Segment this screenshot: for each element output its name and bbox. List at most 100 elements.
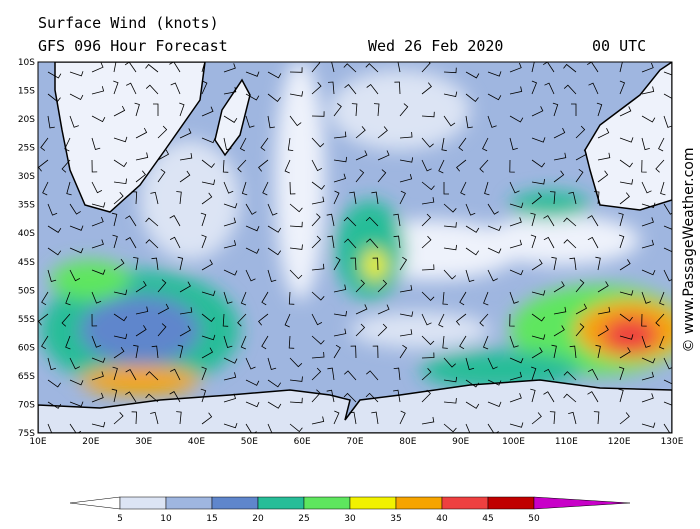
barb (91, 159, 98, 173)
barb (239, 137, 247, 152)
barb (421, 82, 432, 95)
barb (597, 152, 611, 161)
barb (343, 216, 357, 227)
barb (575, 323, 585, 337)
barb (261, 291, 269, 306)
barb (509, 371, 522, 381)
barb (261, 335, 269, 350)
lon-label: 80E (399, 437, 416, 447)
barb (311, 416, 325, 425)
barb (311, 137, 325, 148)
barb (113, 105, 126, 117)
barb (482, 137, 489, 152)
barb (135, 306, 149, 315)
barb (568, 191, 577, 205)
lat-label: 15S (18, 87, 35, 97)
barb (311, 235, 322, 249)
barb (47, 93, 61, 103)
lat-label: 55S (18, 315, 35, 325)
barb (65, 291, 71, 306)
barb (421, 213, 432, 227)
barb (663, 203, 672, 215)
barb (135, 152, 149, 161)
barb (552, 102, 559, 117)
barb (125, 391, 137, 403)
legend: 5 10 15 20 25 30 35 40 45 50 (69, 496, 631, 524)
barb (91, 335, 102, 348)
barb (571, 103, 577, 116)
barb (47, 203, 58, 216)
barb (170, 368, 181, 381)
barb (563, 63, 577, 73)
barb (531, 159, 546, 168)
barb (641, 269, 656, 276)
barb (200, 212, 207, 227)
legend-swatch (441, 496, 489, 510)
barb (641, 357, 656, 364)
barb (125, 368, 137, 381)
legend-swatch (119, 496, 167, 510)
barb (311, 313, 323, 326)
barb (399, 329, 413, 337)
barb (619, 334, 634, 340)
barb (663, 115, 672, 128)
barb (531, 334, 546, 340)
barb (113, 136, 128, 143)
lat-label: 35S (18, 201, 35, 211)
barb (113, 333, 128, 340)
barb (47, 71, 62, 79)
barb (169, 62, 181, 73)
legend-arrow-low (69, 496, 121, 510)
barb (201, 159, 215, 168)
barb (421, 389, 431, 403)
barb (531, 192, 542, 205)
barb (663, 423, 672, 433)
barb (223, 181, 234, 194)
barb (509, 86, 523, 95)
barb (267, 225, 282, 233)
barb (311, 263, 325, 271)
barb (658, 335, 665, 350)
barb (465, 423, 476, 433)
barb (289, 269, 303, 280)
barb (145, 217, 159, 227)
barb (223, 372, 237, 381)
barb (641, 202, 656, 208)
barb (443, 203, 457, 213)
barb (618, 212, 624, 227)
barb (157, 323, 167, 337)
barb (201, 234, 207, 249)
barb (487, 379, 502, 386)
credit: © www.PassageWeather.com (681, 147, 697, 352)
barb (134, 102, 140, 117)
barb (553, 281, 565, 293)
barb (223, 269, 238, 276)
barb (91, 392, 104, 403)
barb (531, 290, 546, 296)
barb (509, 393, 522, 403)
barb (241, 181, 248, 196)
barb (113, 192, 124, 205)
barb (641, 181, 652, 194)
lon-label: 40E (188, 437, 205, 447)
barb (487, 423, 499, 433)
barb (223, 115, 238, 123)
barb (399, 344, 408, 359)
barb (69, 203, 81, 215)
legend-swatch (487, 496, 535, 510)
barb (641, 335, 651, 348)
barb (377, 304, 390, 315)
barb (157, 149, 170, 161)
barb (179, 307, 193, 315)
legend-label: 45 (482, 514, 493, 524)
lat-label: 30S (18, 172, 35, 182)
barb (258, 159, 269, 172)
barb (223, 203, 238, 209)
barb (421, 335, 435, 346)
barb (569, 257, 577, 271)
barb (641, 371, 654, 381)
barb (145, 239, 159, 249)
lon-label: 70E (346, 437, 363, 447)
lon-label: 130E (661, 437, 684, 447)
barb (327, 367, 335, 381)
